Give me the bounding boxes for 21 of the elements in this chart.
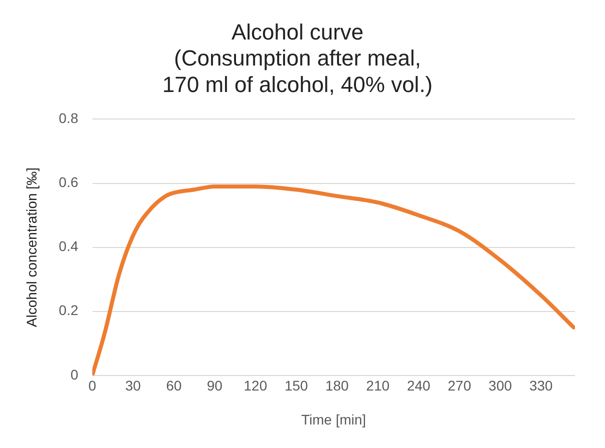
x-tick-label: 30 [125,378,142,394]
x-tick-label: 150 [284,378,308,394]
x-tick-label: 330 [529,378,553,394]
y-axis-title: Alcohol concentration [‰] [23,168,40,328]
x-tick-label: 270 [448,378,472,394]
y-tick-label: 0.8 [58,110,78,126]
y-tick-label: 0.4 [58,238,78,254]
x-tick-label: 240 [406,378,431,394]
x-tick-label: 60 [166,378,182,394]
y-tick-label: 0.2 [58,302,78,318]
x-tick-label: 300 [488,378,512,394]
x-tick-label: 180 [325,378,349,394]
x-axis-title: Time [min] [301,411,366,428]
x-tick-label: 120 [244,378,268,394]
chart-title: Alcohol curve (Consumption after meal, 170 ml of alcohol, 40% vol.) [162,19,433,98]
y-tick-label: 0 [70,366,78,382]
x-tick-label: 210 [366,378,390,394]
x-tick-label: 0 [88,378,96,394]
y-tick-label: 0.6 [58,174,78,190]
x-tick-label: 90 [206,378,223,394]
line-series [92,184,575,376]
